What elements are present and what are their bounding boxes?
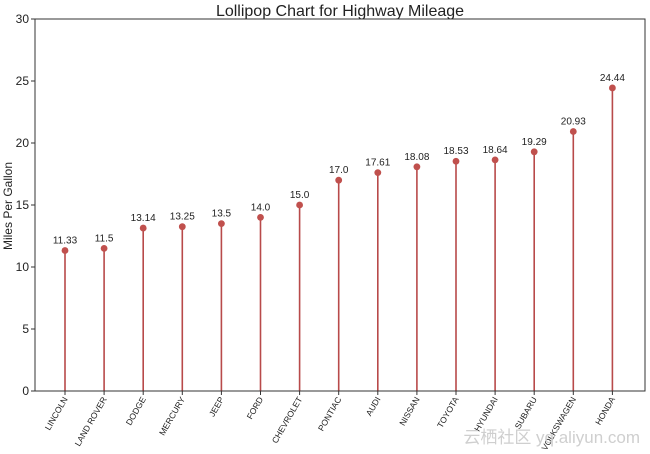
- x-tick-label: HONDA: [593, 395, 617, 427]
- value-label: 17.61: [365, 158, 390, 169]
- lollipop-marker: [61, 247, 69, 254]
- x-tick-label: CHEVROLET: [270, 395, 305, 445]
- chart-title: Lollipop Chart for Highway Mileage: [216, 3, 464, 20]
- lollipop-marker: [139, 224, 147, 232]
- x-tick-label: NISSAN: [397, 395, 421, 427]
- y-tick-label: 0: [22, 384, 29, 398]
- y-axis-label: Miles Per Gallon: [1, 162, 15, 250]
- value-label: 11.33: [53, 236, 78, 247]
- lollipop-stems: [64, 87, 614, 391]
- value-label: 18.53: [443, 146, 468, 157]
- value-label: 24.44: [600, 73, 625, 84]
- value-label: 17.0: [329, 165, 349, 176]
- lollipop-marker: [530, 148, 538, 156]
- plot-frame: [34, 18, 646, 392]
- lollipop-marker: [609, 84, 616, 92]
- x-tick-label: MERCURY: [157, 395, 187, 437]
- lollipop-marker: [491, 156, 499, 164]
- lollipop-marker: [413, 163, 421, 171]
- lollipop-marker: [100, 245, 108, 252]
- value-label: 18.64: [483, 145, 508, 156]
- value-label: 18.08: [404, 152, 429, 163]
- x-tick-label: LINCOLN: [43, 395, 70, 432]
- y-tick-label: 5: [22, 322, 29, 336]
- x-tick-label: DODGE: [124, 395, 148, 427]
- watermark: 云栖社区 yq.aliyun.com: [463, 428, 640, 447]
- lollipop-marker: [178, 223, 186, 231]
- value-label: 14.0: [251, 202, 271, 213]
- value-label: 13.25: [170, 212, 195, 223]
- y-tick-label: 30: [16, 12, 30, 26]
- x-tick-label: JEEP: [207, 395, 226, 419]
- lollipop-markers: [61, 84, 616, 254]
- lollipop-marker: [296, 201, 303, 209]
- value-label: 15.0: [290, 190, 310, 201]
- x-tick-label: TOYOTA: [435, 395, 461, 430]
- x-tick-label: LAND ROVER: [73, 395, 109, 448]
- value-label: 13.5: [212, 209, 232, 220]
- y-tick-label: 20: [16, 136, 30, 150]
- lollipop-marker: [452, 157, 460, 165]
- lollipop-marker: [257, 214, 264, 221]
- lollipop-marker: [569, 128, 577, 135]
- y-tick-label: 15: [16, 198, 30, 212]
- lollipop-marker: [335, 176, 343, 184]
- y-tick-label: 25: [16, 74, 30, 88]
- lollipop-marker: [374, 169, 382, 177]
- value-labels: 11.33 11.5 13.14 13.25 13.5 14.0 15.0 17.0 17.61…: [53, 73, 625, 247]
- x-tick-label: AUDI: [364, 395, 383, 418]
- x-tick-label: SUBARU: [513, 395, 539, 431]
- value-label: 20.93: [561, 116, 586, 127]
- x-tick-label: PONTIAC: [316, 395, 344, 433]
- lollipop-marker: [218, 220, 225, 228]
- y-tick-label: 10: [16, 260, 30, 274]
- value-label: 19.29: [522, 137, 547, 148]
- y-axis-ticks: 0 5 10 15 20 25 30: [16, 12, 35, 398]
- value-label: 11.5: [95, 233, 114, 244]
- x-tick-label: FORD: [245, 395, 266, 421]
- value-label: 13.14: [131, 213, 156, 224]
